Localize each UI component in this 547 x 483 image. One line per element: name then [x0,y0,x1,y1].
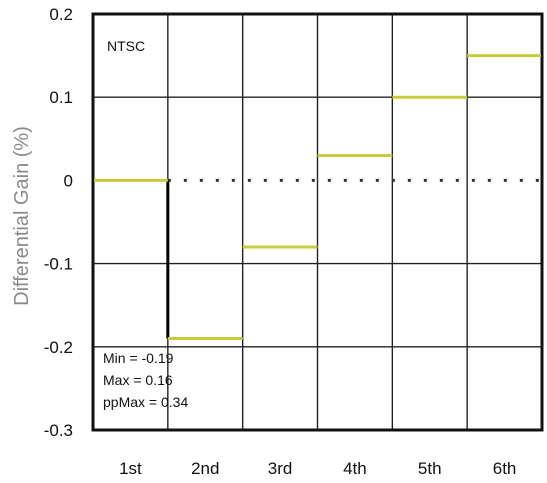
x-tick-label: 3rd [268,459,293,478]
stat-max: Max = 0.16 [103,372,173,388]
plot-frame [91,12,544,432]
stat-ppmax: ppMax = 0.34 [103,394,188,410]
y-tick-label: -0.3 [44,421,73,440]
x-tick-labels: 1st 2nd 3rd 4th 5th 6th [119,459,516,478]
y-tick-label: 0.1 [49,88,73,107]
x-tick-label: 6th [493,459,517,478]
y-tick-label: 0 [64,171,73,190]
x-tick-label: 4th [343,459,367,478]
grid-lines [93,14,542,430]
ntsc-label: NTSC [107,38,145,54]
x-tick-label: 5th [418,459,442,478]
series-steps [94,54,541,340]
y-tick-label: -0.1 [44,255,73,274]
stat-min: Min = -0.19 [103,350,174,366]
y-axis-label: Differential Gain (%) [11,126,33,306]
y-tick-labels: 0.2 0.1 0 -0.1 -0.2 -0.3 [44,5,73,440]
x-tick-label: 1st [119,459,142,478]
y-tick-label: -0.2 [44,338,73,357]
x-tick-label: 2nd [191,459,219,478]
y-tick-label: 0.2 [49,5,73,24]
